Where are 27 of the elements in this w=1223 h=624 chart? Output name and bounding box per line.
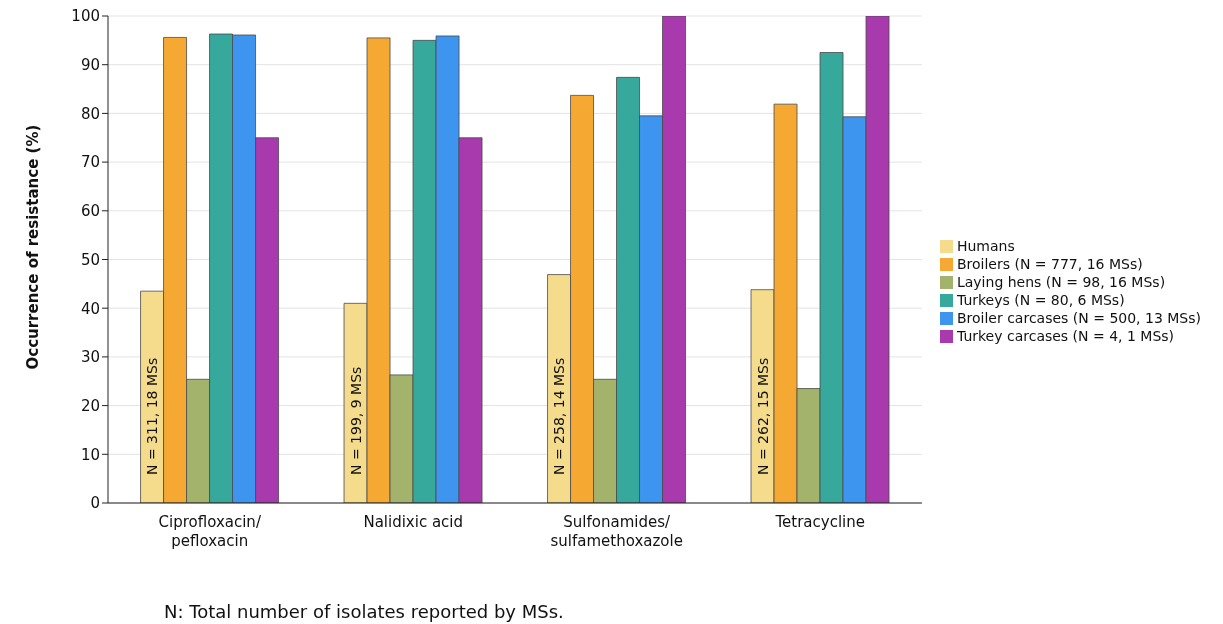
y-tick-label: 80 [80,104,100,123]
y-tick-label: 60 [80,202,100,221]
y-tick-label: 20 [80,396,100,415]
y-tick-label: 100 [71,7,100,26]
y-tick-label: 50 [80,250,100,269]
legend-label: Turkey carcases (N = 4, 1 MSs) [956,327,1175,344]
legend-label: Turkeys (N = 80, 6 MSs) [956,291,1125,308]
legend-label: Laying hens (N = 98, 16 MSs) [956,273,1166,290]
x-tick-label: Nalidixic acid [363,513,464,531]
data-label: N = 262, 15 MSs [754,357,771,475]
data-label: N = 258, 14 MSs [551,357,568,475]
y-tick-label: 40 [80,299,100,318]
legend-label: Broilers (N = 777, 16 MSs) [956,255,1143,272]
y-axis-title: Occurrence of resistance (%) [24,124,43,370]
y-tick-label: 10 [80,445,100,464]
text: N: Total number of isolates reported by MSs. [164,601,565,622]
x-tick-label: Sulfonamides/sulfamethoxazole [550,513,683,550]
data-label: N = 199, 9 MSs [347,366,364,475]
x-tick-label: Tetracycline [774,513,865,531]
legend-label: Humans [956,237,1015,254]
y-tick-label: 30 [80,348,100,367]
x-tick-label: Ciprofloxacin/pefloxacin [158,513,262,550]
y-tick-label: 0 [90,494,100,513]
data-label: N = 311, 18 MSs [144,357,161,475]
legend-label: Broiler carcases (N = 500, 13 MSs) [956,309,1201,326]
y-tick-label: 70 [80,153,100,172]
y-tick-label: 90 [80,56,100,75]
